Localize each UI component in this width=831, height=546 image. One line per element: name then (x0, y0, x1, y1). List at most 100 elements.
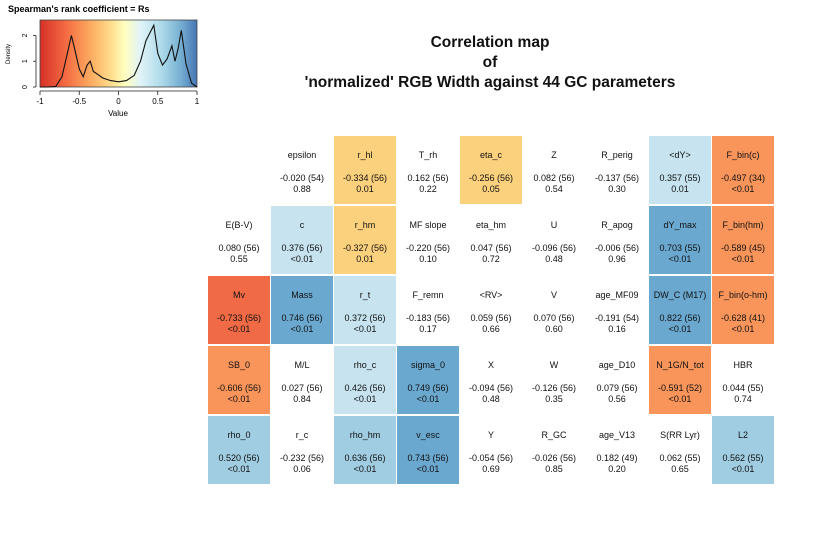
heatmap-cell: eta_hm 0.047 (56) 0.72 (460, 206, 522, 274)
cell-p-value: 0.69 (482, 464, 500, 474)
cell-p-value: 0.22 (419, 184, 437, 194)
cell-coefficient: -0.026 (56) (531, 453, 577, 463)
legend-y-tick-label: 1 (22, 59, 29, 63)
heatmap-cell: v_esc 0.743 (56) <0.01 (397, 416, 459, 484)
cell-p-value: <0.01 (290, 324, 314, 334)
cell-p-value: <0.01 (668, 324, 692, 334)
cell-p-value: <0.01 (290, 254, 314, 264)
heatmap-cell: F_bin(c) -0.497 (34) <0.01 (712, 136, 774, 204)
cell-coefficient: 0.357 (55) (659, 173, 701, 183)
cell-coefficient: -0.606 (56) (216, 383, 262, 393)
cell-coefficient: 0.372 (56) (344, 313, 386, 323)
heatmap-cell: rho_0 0.520 (56) <0.01 (208, 416, 270, 484)
cell-p-value: 0.48 (545, 254, 563, 264)
heatmap-cell: R_perig -0.137 (56) 0.30 (586, 136, 648, 204)
cell-parameter-name: Y (487, 430, 494, 440)
heatmap-cell: M/L 0.027 (56) 0.84 (271, 346, 333, 414)
cell-coefficient: -0.126 (56) (531, 383, 577, 393)
heatmap-cell: S(RR Lyr) 0.062 (55) 0.65 (649, 416, 711, 484)
cell-p-value: <0.01 (668, 254, 692, 264)
cell-coefficient: 0.749 (56) (407, 383, 449, 393)
cell-p-value: <0.01 (731, 184, 755, 194)
cell-p-value: 0.66 (482, 324, 500, 334)
cell-p-value: 0.56 (608, 394, 626, 404)
cell-parameter-name: r_hm (354, 220, 376, 230)
cell-parameter-name: <RV> (479, 290, 503, 300)
cell-coefficient: -0.628 (41) (720, 313, 766, 323)
cell-coefficient: 0.703 (55) (659, 243, 701, 253)
cell-parameter-name: <dY> (669, 150, 691, 160)
chart-title-line-2: of (482, 54, 498, 71)
cell-p-value: 0.48 (482, 394, 500, 404)
cell-p-value: <0.01 (227, 324, 251, 334)
cell-p-value: 0.16 (608, 324, 626, 334)
cell-p-value: <0.01 (416, 464, 440, 474)
heatmap-cell: age_MF09 -0.191 (54) 0.16 (586, 276, 648, 344)
cell-p-value: 0.84 (293, 394, 311, 404)
color-key-chart: Spearman's rank coefficient = Rs -1 -0.5 0… (6, 4, 200, 118)
cell-coefficient: 0.376 (56) (281, 243, 323, 253)
cell-coefficient: 0.027 (56) (281, 383, 323, 393)
cell-coefficient: 0.162 (56) (407, 173, 449, 183)
cell-coefficient: 0.062 (55) (659, 453, 701, 463)
heatmap-cell: rho_hm 0.636 (56) <0.01 (334, 416, 396, 484)
legend-axes: -1 -0.5 0 0.5 1 0 1 2 (22, 33, 200, 106)
cell-parameter-name: X (487, 360, 494, 370)
cell-p-value: 0.06 (293, 464, 311, 474)
cell-coefficient: -0.020 (54) (279, 173, 325, 183)
cell-coefficient: 0.426 (56) (344, 383, 386, 393)
cell-parameter-name: R_apog (601, 220, 633, 230)
cell-parameter-name: L2 (737, 430, 748, 440)
cell-coefficient: -0.733 (56) (216, 313, 262, 323)
cell-parameter-name: Mv (233, 290, 245, 300)
heatmap-cell: Z 0.082 (56) 0.54 (523, 136, 585, 204)
heatmap-cell: DW_C (M17) 0.822 (56) <0.01 (649, 276, 711, 344)
cell-p-value: 0.74 (734, 394, 752, 404)
cell-coefficient: 0.182 (49) (596, 453, 638, 463)
heatmap-cell: r_hl -0.334 (56) 0.01 (334, 136, 396, 204)
heatmap-cell: c 0.376 (56) <0.01 (271, 206, 333, 274)
cell-coefficient: -0.256 (56) (468, 173, 514, 183)
cell-parameter-name: c (299, 220, 305, 230)
cell-parameter-name: rho_c (353, 360, 377, 370)
cell-p-value: 0.20 (608, 464, 626, 474)
chart-title-line-3: 'normalized' RGB Width against 44 GC par… (304, 74, 676, 91)
cell-parameter-name: N_1G/N_tot (656, 360, 704, 370)
cell-parameter-name: F_bin(hm) (722, 220, 764, 230)
cell-coefficient: 0.047 (56) (470, 243, 512, 253)
cell-parameter-name: DW_C (M17) (653, 290, 707, 300)
heatmap-cell: SB_0 -0.606 (56) <0.01 (208, 346, 270, 414)
legend-ylabel: Density (6, 44, 12, 64)
heatmap-cell: r_t 0.372 (56) <0.01 (334, 276, 396, 344)
heatmap-cell: Mv -0.733 (56) <0.01 (208, 276, 270, 344)
legend-x-tick-label: 0 (116, 97, 121, 106)
cell-p-value: 0.72 (482, 254, 500, 264)
cell-p-value: 0.60 (545, 324, 563, 334)
cell-parameter-name: V (550, 290, 557, 300)
cell-parameter-name: T_rh (418, 150, 438, 160)
heatmap-cell: N_1G/N_tot -0.591 (52) <0.01 (649, 346, 711, 414)
cell-parameter-name: rho_hm (349, 430, 381, 440)
cell-p-value: 0.01 (356, 184, 374, 194)
heatmap-cell: epsilon -0.020 (54) 0.88 (271, 136, 333, 204)
heatmap-cell: L2 0.562 (55) <0.01 (712, 416, 774, 484)
cell-p-value: 0.96 (608, 254, 626, 264)
cell-coefficient: 0.044 (55) (722, 383, 764, 393)
cell-parameter-name: age_D10 (598, 360, 636, 370)
legend-y-tick-label: 2 (22, 33, 29, 37)
heatmap-cell: F_remn -0.183 (56) 0.17 (397, 276, 459, 344)
heatmap-cell: <RV> 0.059 (56) 0.66 (460, 276, 522, 344)
cell-parameter-name: eta_hm (475, 220, 507, 230)
cell-parameter-name: F_bin(c) (726, 150, 760, 160)
cell-p-value: 0.54 (545, 184, 563, 194)
cell-parameter-name: MF slope (409, 220, 447, 230)
cell-parameter-name: Mass (291, 290, 313, 300)
cell-coefficient: -0.191 (54) (594, 313, 640, 323)
heatmap-cell: F_bin(hm) -0.589 (45) <0.01 (712, 206, 774, 274)
cell-p-value: <0.01 (353, 324, 377, 334)
cell-parameter-name: eta_c (479, 150, 503, 160)
cell-parameter-name: S(RR Lyr) (660, 430, 700, 440)
heatmap-cell: r_hm -0.327 (56) 0.01 (334, 206, 396, 274)
legend-x-tick-label: 0.5 (152, 97, 164, 106)
cell-coefficient: -0.094 (56) (468, 383, 514, 393)
